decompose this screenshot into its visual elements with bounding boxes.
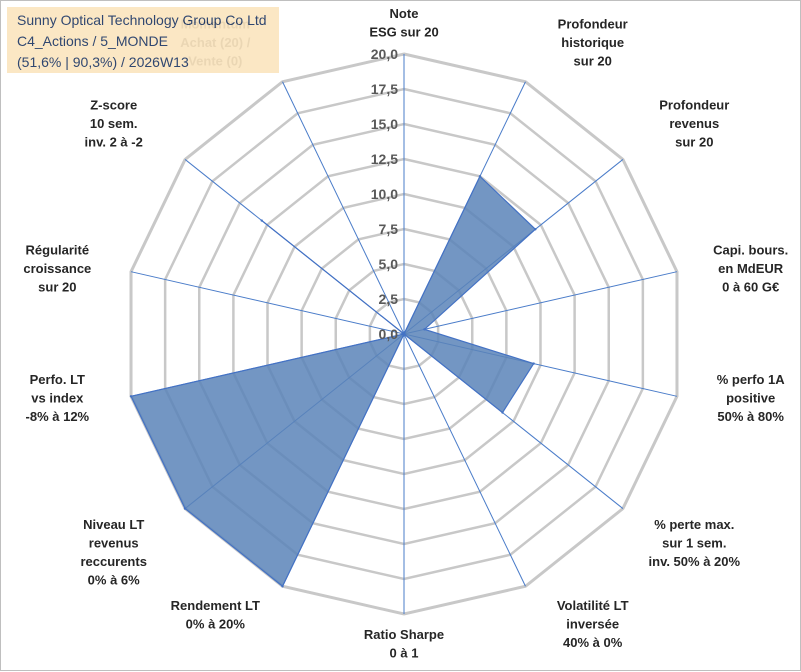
radar-series	[129, 175, 537, 588]
chart-title-box: Sunny Optical Technology Group Co Ltd C4…	[7, 7, 279, 73]
axis-label-1: Profondeur historique sur 20	[558, 16, 628, 68]
axis-label-6: Volatilité LT inversée 40% à 0%	[557, 598, 629, 650]
series-point-8	[281, 585, 284, 588]
axis-label-12: Z-score 10 sem. inv. 2 à -2	[85, 97, 143, 149]
series-point-3	[423, 328, 426, 331]
series-point-2	[534, 228, 537, 231]
tick-label-2: 5,0	[379, 256, 399, 272]
tick-label-7: 17,5	[371, 81, 398, 97]
series-point-9	[183, 507, 187, 510]
chart-title-line-3: (51,6% | 90,3%) / 2026W13	[17, 54, 189, 70]
series-point-13	[402, 332, 406, 336]
spoke-6	[403, 333, 526, 587]
radar-tick-labels: 0,0 2,5 5,0 7,5 10,0 12,5 15,0 17,5 20,0	[371, 46, 398, 342]
series-area-0	[130, 175, 537, 588]
axis-label-4: % perfo 1A positive 50% à 80%	[717, 372, 786, 424]
spoke-13	[282, 81, 405, 335]
tick-label-0: 0,0	[379, 326, 399, 342]
axis-label-8: Rendement LT 0% à 20%	[171, 598, 260, 632]
spoke-11	[130, 271, 405, 335]
spoke-3	[403, 271, 678, 335]
axis-label-2: Profondeur revenus sur 20	[659, 97, 729, 149]
series-point-10	[129, 395, 133, 398]
tick-label-3: 7,5	[379, 221, 399, 237]
chart-title-line-2: C4_Actions / 5_MONDE	[17, 33, 168, 49]
axis-label-10: Perfo. LT vs index -8% à 12%	[26, 372, 90, 424]
series-point-4	[532, 362, 535, 365]
series-point-1	[478, 175, 482, 178]
axis-label-3: Capi. bours. en MdEUR 0 à 60 G€	[713, 242, 788, 294]
series-point-5	[501, 411, 504, 414]
tick-label-1: 2,5	[379, 291, 399, 307]
axis-label-7: Ratio Sharpe 0 à 1	[364, 627, 444, 661]
series-point-12	[260, 219, 263, 222]
axis-label-11: Régularité croissance sur 20	[23, 242, 91, 294]
tick-label-4: 10,0	[371, 186, 398, 202]
axis-label-9: Niveau LT revenus reccurents 0% à 6%	[80, 517, 146, 588]
tick-label-5: 12,5	[371, 151, 398, 167]
tick-label-6: 15,0	[371, 116, 398, 132]
tick-label-8: 20,0	[371, 46, 398, 62]
chart-title-line-1: Sunny Optical Technology Group Co Ltd	[17, 12, 267, 28]
axis-label-5: % perte max. sur 1 sem. inv. 50% à 20%	[649, 517, 741, 569]
axis-label-0: Note ESG sur 20	[369, 6, 438, 40]
